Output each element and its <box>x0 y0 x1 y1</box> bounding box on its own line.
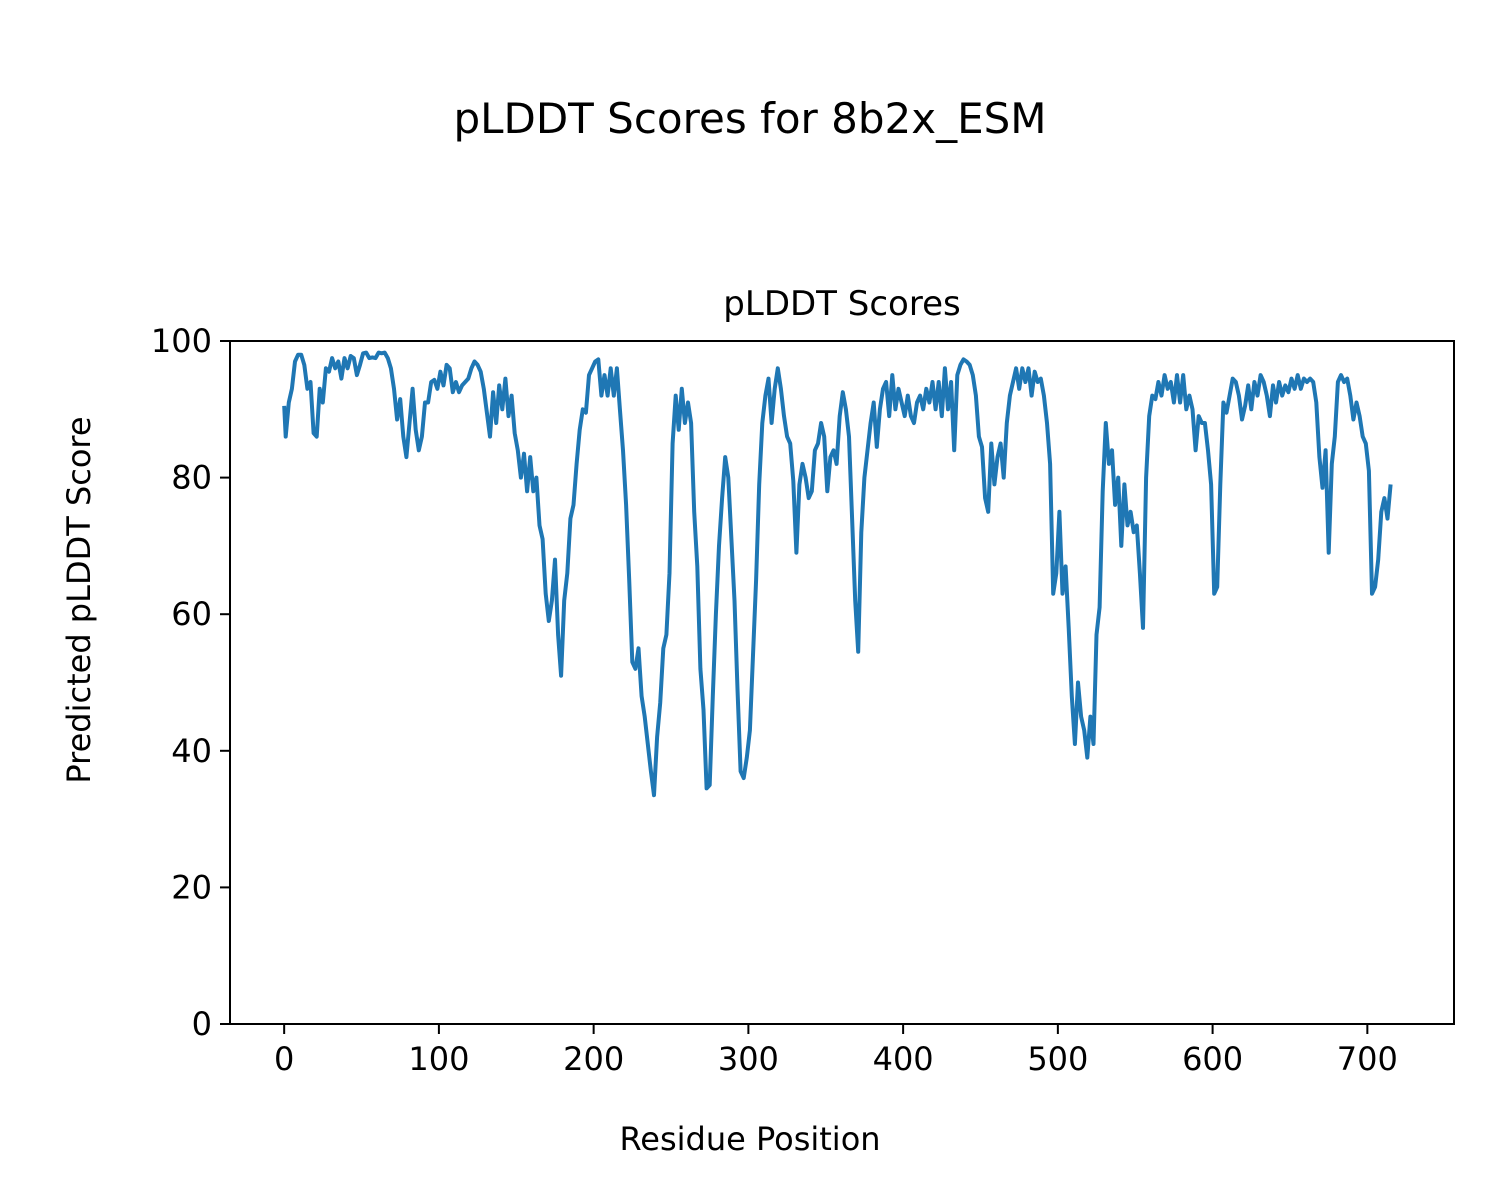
x-tick-label: 200 <box>563 1040 624 1078</box>
y-tick-label: 40 <box>171 732 212 770</box>
x-tick-label: 400 <box>873 1040 934 1078</box>
x-tick-label: 100 <box>408 1040 469 1078</box>
y-tick-label: 20 <box>171 868 212 906</box>
x-tick-label: 300 <box>718 1040 779 1078</box>
y-tick-label: 80 <box>171 459 212 497</box>
plot-area-frame <box>229 340 1455 1025</box>
x-axis: 0 100 200 300 400 500 600 700 <box>274 1024 1398 1078</box>
figure-suptitle: pLDDT Scores for 8b2x_ESM <box>453 94 1046 143</box>
x-tick-label: 500 <box>1027 1040 1088 1078</box>
y-axis: 0 20 40 60 80 100 <box>151 322 230 1043</box>
y-axis-label: Predicted pLDDT Score <box>60 416 98 783</box>
y-tick-label: 0 <box>192 1005 212 1043</box>
x-tick-label: 600 <box>1182 1040 1243 1078</box>
x-axis-label: Residue Position <box>619 1120 880 1158</box>
chart-title: pLDDT Scores <box>723 284 960 324</box>
y-tick-label: 60 <box>171 595 212 633</box>
x-tick-label: 0 <box>274 1040 294 1078</box>
x-tick-label: 700 <box>1337 1040 1398 1078</box>
y-tick-label: 100 <box>151 322 212 360</box>
series-line <box>282 350 1393 798</box>
